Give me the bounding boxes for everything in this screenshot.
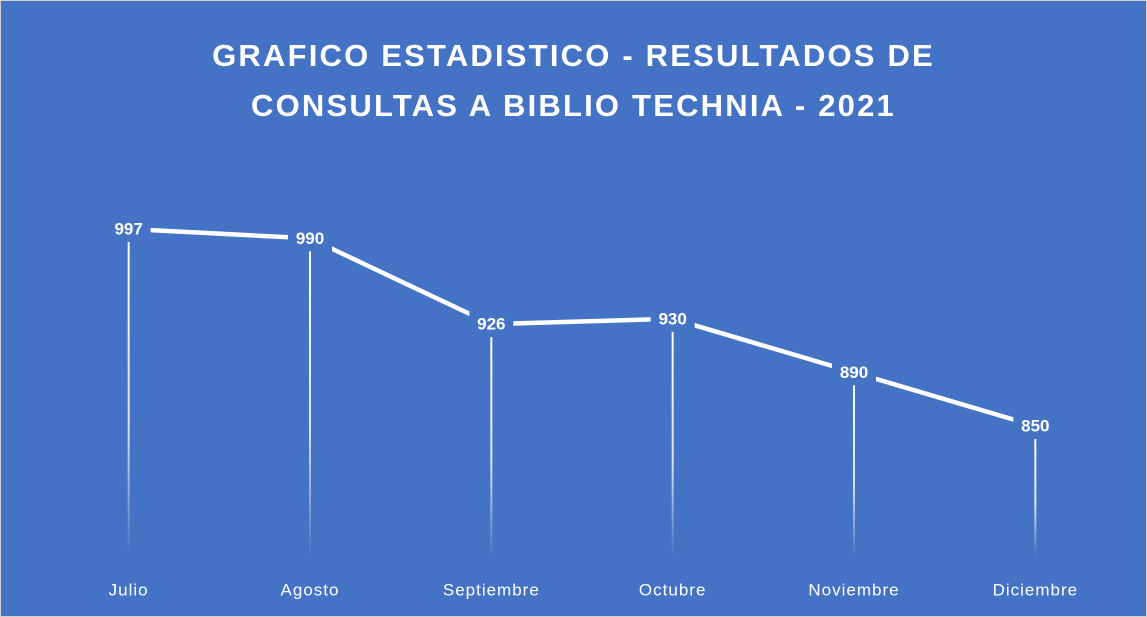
x-tick-label: Septiembre xyxy=(443,580,540,599)
data-label: 997 xyxy=(114,219,142,238)
data-label: 850 xyxy=(1021,416,1049,435)
drop-line xyxy=(671,318,674,557)
x-tick-label: Agosto xyxy=(281,580,340,599)
label-bg xyxy=(832,359,876,386)
chart-title: GRAFICO ESTADISTICO - RESULTADOS DE CONS… xyxy=(212,38,935,123)
label-bg xyxy=(1013,413,1058,439)
label-bg xyxy=(288,225,332,252)
label-bg xyxy=(650,305,695,332)
x-tick-label: Octubre xyxy=(639,580,706,599)
drop-line xyxy=(127,229,130,557)
data-label: 930 xyxy=(658,309,686,328)
drop-line xyxy=(1034,426,1037,557)
x-tick-label: Noviembre xyxy=(808,580,899,599)
drop-line xyxy=(309,238,311,557)
drop-line xyxy=(853,372,855,557)
x-tick-label: Diciembre xyxy=(993,580,1079,599)
data-label: 926 xyxy=(477,315,505,334)
line xyxy=(128,226,1036,429)
data-label: 890 xyxy=(840,363,868,382)
label-bg xyxy=(469,311,514,338)
x-tick-label: Julio xyxy=(109,580,149,599)
title-box: GRAFICO ESTADISTICO - RESULTADOS DE CONS… xyxy=(1,31,1146,131)
drop-line xyxy=(490,324,493,557)
data-label: 990 xyxy=(296,229,324,248)
label-bg xyxy=(106,216,151,242)
